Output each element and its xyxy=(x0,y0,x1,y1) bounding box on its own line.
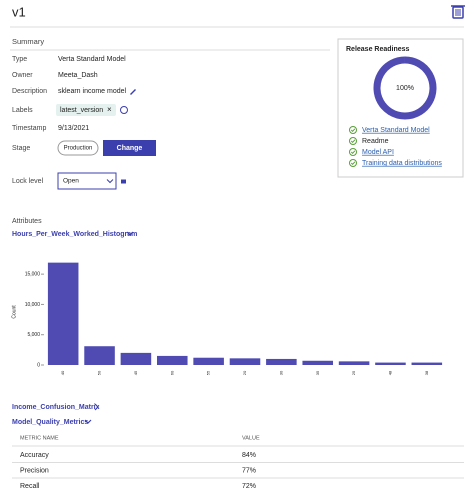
y-axis-label: Count xyxy=(11,305,17,319)
field-label: Timestamp xyxy=(12,125,46,132)
bar xyxy=(302,360,333,365)
table-cell: 72% xyxy=(242,483,256,490)
check-icon xyxy=(349,159,357,167)
label-chip-text: latest_version xyxy=(60,107,103,114)
field-label: Type xyxy=(12,56,27,63)
stage-pill xyxy=(57,140,99,156)
check-mark xyxy=(350,161,356,166)
select-caret xyxy=(126,231,134,236)
x-tick-label: 48 xyxy=(388,370,393,375)
field-label: Owner xyxy=(12,72,33,79)
check-link[interactable]: Model API xyxy=(362,149,394,156)
bar xyxy=(47,262,79,365)
x-tick-label: 55 xyxy=(206,370,211,375)
bar xyxy=(193,357,224,365)
table-cell: Accuracy xyxy=(20,452,49,459)
field-label: Stage xyxy=(12,145,30,152)
section-link[interactable]: Income_Confusion_Matrix xyxy=(12,404,100,411)
check-icon xyxy=(349,148,357,156)
check-mark xyxy=(350,128,356,133)
check-link[interactable]: Training data distributions xyxy=(362,160,442,167)
lock-caret xyxy=(106,179,114,184)
field-label: Description xyxy=(12,88,47,95)
section-caret xyxy=(84,419,92,424)
check-link[interactable]: Verta Standard Model xyxy=(362,127,430,134)
field-value: Verta Standard Model xyxy=(58,56,126,63)
check-icon xyxy=(349,126,357,134)
page-title: v1 xyxy=(12,4,26,19)
section-link[interactable]: Model_Quality_Metrics xyxy=(12,419,88,426)
x-tick-label: 38 xyxy=(424,370,429,375)
section-caret xyxy=(94,403,99,411)
y-tick-label: 0 xyxy=(37,362,40,368)
change-button[interactable] xyxy=(103,140,156,156)
field-value: 9/13/2021 xyxy=(58,125,89,132)
field-value: sklearn income model xyxy=(58,88,127,95)
chip-remove[interactable]: × xyxy=(107,105,112,114)
table-cell: Precision xyxy=(20,467,49,474)
bar xyxy=(411,362,443,365)
bar xyxy=(375,362,406,365)
attribute-select[interactable]: Hours_Per_Week_Worked_Histogram xyxy=(12,231,137,238)
y-tick-label: 10,000 xyxy=(25,302,41,308)
readiness-ring xyxy=(373,56,437,120)
bar xyxy=(157,355,188,365)
stage-value: Production xyxy=(64,146,93,152)
bar xyxy=(229,358,261,365)
add-label[interactable] xyxy=(120,106,128,114)
lock-icon xyxy=(121,179,126,184)
check-icon xyxy=(349,137,357,145)
readiness-value: 100% xyxy=(396,85,414,92)
table-cell: 84% xyxy=(242,452,256,459)
field-label: Lock level xyxy=(12,178,44,185)
lock-value: Open xyxy=(63,178,79,185)
x-tick-label: 30 xyxy=(278,370,283,375)
readiness-title: Release Readiness xyxy=(346,46,410,53)
label-chip xyxy=(56,104,116,116)
check-mark xyxy=(350,150,356,155)
bar xyxy=(266,358,297,365)
x-tick-label: 40 xyxy=(60,370,65,375)
field-value: Meeta_Dash xyxy=(58,72,98,79)
x-tick-label: 50 xyxy=(97,370,102,375)
x-tick-label: 60 xyxy=(169,370,174,375)
y-tick-label: 5,000 xyxy=(27,332,40,338)
change-button-text[interactable]: Change xyxy=(117,145,143,152)
x-tick-label: 45 xyxy=(133,370,138,375)
y-tick-label: 15,000 xyxy=(25,271,41,277)
table-cell: Recall xyxy=(20,483,40,490)
attributes-heading: Attributes xyxy=(12,218,42,225)
summary-heading: Summary xyxy=(12,37,44,46)
column-header: VALUE xyxy=(242,435,260,441)
x-tick-label: 35 xyxy=(315,370,320,375)
check-item: Readme xyxy=(362,138,389,145)
bar xyxy=(120,352,152,365)
edit-icon[interactable] xyxy=(130,89,136,95)
check-mark xyxy=(350,139,356,144)
column-header: METRIC NAME xyxy=(20,435,59,441)
bar xyxy=(338,361,370,365)
field-label: Labels xyxy=(12,107,33,114)
x-tick-label: 20 xyxy=(242,370,247,375)
delete-button[interactable] xyxy=(451,5,465,19)
x-tick-label: 25 xyxy=(351,370,356,375)
lock-select[interactable] xyxy=(57,172,117,190)
bar xyxy=(84,346,115,365)
table-cell: 77% xyxy=(242,467,256,474)
